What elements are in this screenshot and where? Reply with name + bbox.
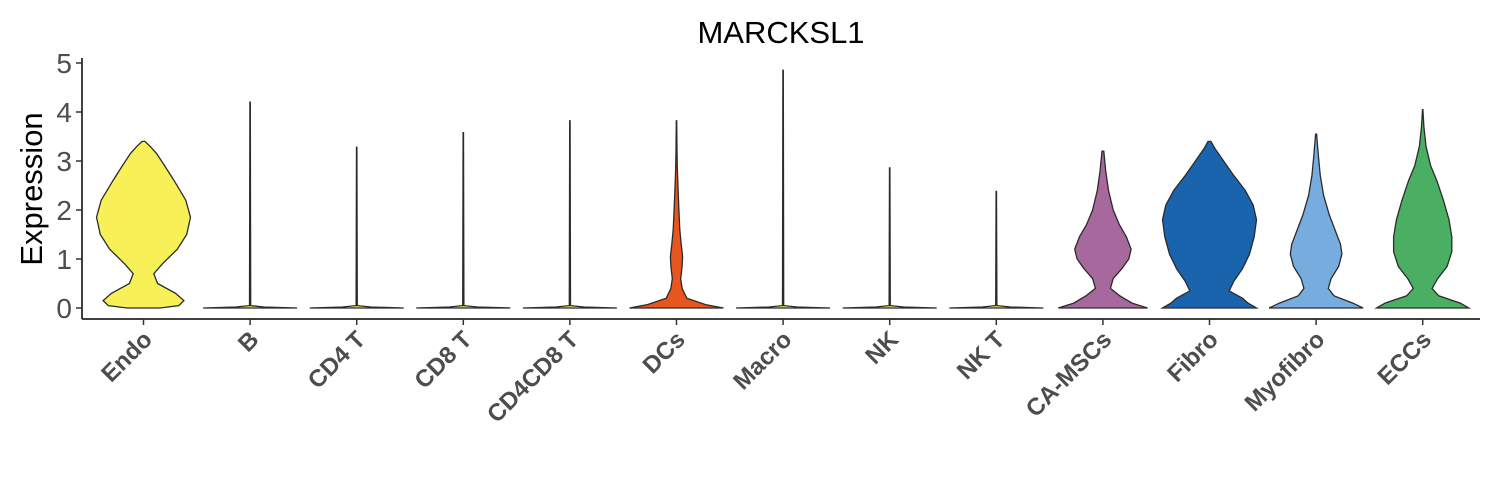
x-tick-label: Fibro [1162,326,1224,388]
y-ticks: 0 1 2 3 4 5 [56,48,82,324]
x-tick-label: Macro [728,326,797,395]
chart-title: MARCKSL1 [697,15,864,50]
x-tick-label: CD4CD8 T [482,326,584,428]
violin-nk [842,167,937,309]
violin-group [95,69,1472,309]
x-tick-label: Myofibro [1240,326,1331,417]
x-tick-label: NK [860,326,904,370]
x-tick-label: Endo [96,326,158,388]
x-tick-label: CD4 T [303,326,371,394]
x-tick-label: ECCs [1373,326,1437,390]
violin-b [203,101,298,309]
violin-endo [95,140,192,309]
y-tick-label: 2 [56,195,72,226]
violin-ca-mscs [1058,150,1148,309]
y-tick-label: 5 [56,48,72,79]
x-ticks: Endo B CD4 T CD8 T CD4CD8 T DCs Macro NK NK T CA-… [96,319,1437,428]
x-tick-label: DCs [638,326,691,379]
violin-nk-t [949,190,1044,309]
y-tick-label: 0 [56,293,72,324]
x-tick-label: B [233,326,264,357]
violin-cd8-t [416,131,511,309]
violin-cd4cd8-t [522,120,617,309]
y-tick-label: 1 [56,244,72,275]
y-axis-label: Expression [14,112,49,265]
violin-macro [736,69,831,309]
y-tick-label: 3 [56,146,72,177]
x-tick-label: CD8 T [409,326,477,394]
violin-eccs [1374,108,1472,309]
axes [81,58,1480,320]
x-tick-label: CA-MSCs [1021,326,1117,422]
x-tick-label: NK T [952,326,1011,385]
violin-dcs [629,120,724,309]
violin-cd4-t [309,146,404,309]
violin-myofibro [1268,133,1364,309]
y-tick-label: 4 [56,97,72,128]
violin-fibro [1160,140,1259,309]
